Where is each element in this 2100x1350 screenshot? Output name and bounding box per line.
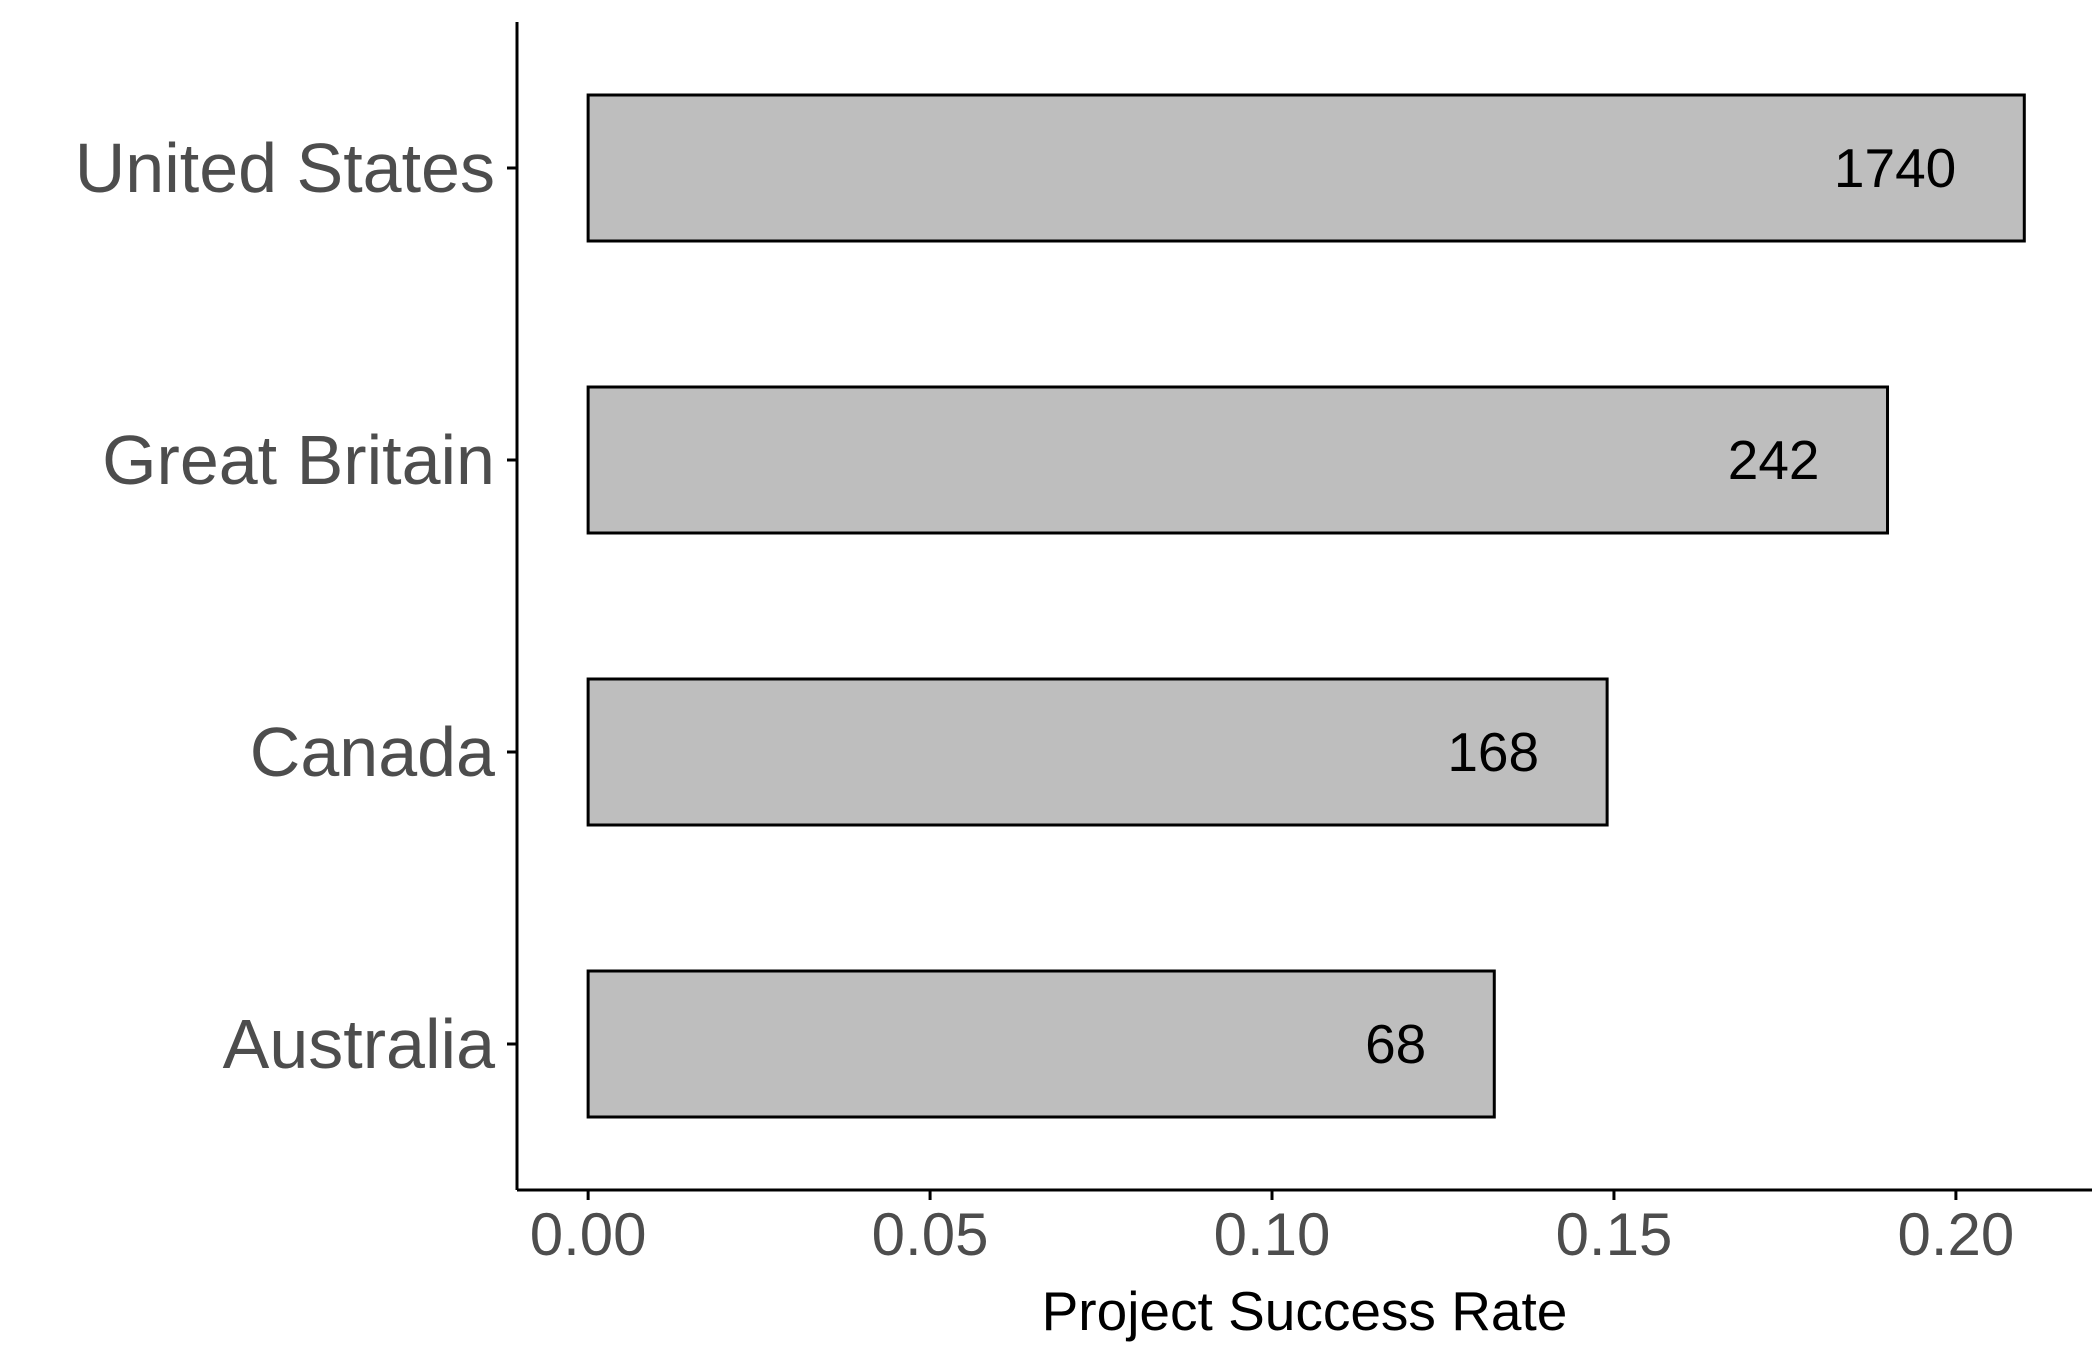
bar-data-label: 68 [1365,1013,1426,1075]
x-tick-label: 0.05 [872,1201,989,1268]
bar-united-states [586,93,2026,243]
x-axis: 0.00 0.05 0.10 0.15 0.20 [517,1188,2092,1268]
y-axis: United States Great Britain Canada Australi… [75,22,519,1190]
x-tick-label: 0.20 [1898,1201,2015,1268]
y-tick-label: Great Britain [102,421,495,499]
bar-labels: 1740 242 168 68 [1365,137,1956,1075]
x-axis-title: Project Success Rate [1042,1280,1568,1342]
x-tick-label: 0.00 [530,1201,647,1268]
bar-great-britain [586,385,1890,535]
y-tick-label: Canada [250,713,495,791]
bar-data-label: 168 [1447,721,1539,783]
x-tick-label: 0.15 [1556,1201,1673,1268]
bar-canada [586,677,1609,827]
bar-data-label: 1740 [1834,137,1956,199]
x-tick-label: 0.10 [1214,1201,1331,1268]
bar-data-label: 242 [1728,429,1820,491]
bars [586,93,2026,1119]
y-tick-label: United States [75,129,495,207]
y-tick-label: Australia [223,1005,495,1083]
bar-australia [586,969,1496,1119]
